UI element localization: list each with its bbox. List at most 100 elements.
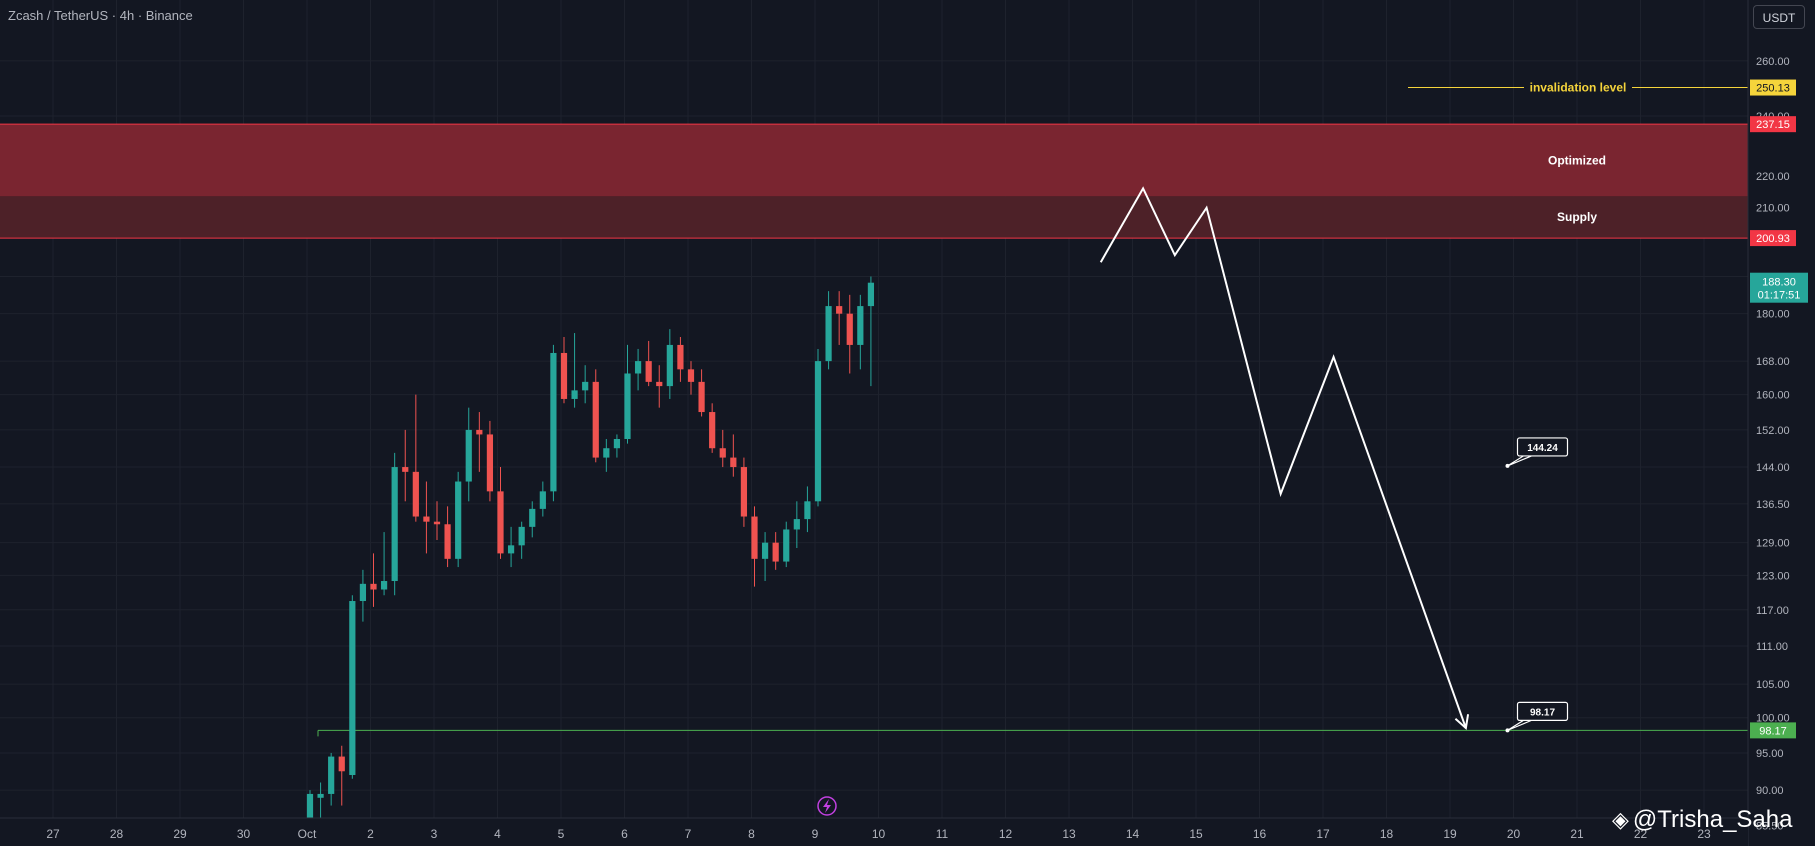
y-tick-label: 100.00	[1756, 713, 1790, 725]
candle	[804, 486, 811, 533]
y-tick-label: 144.00	[1756, 462, 1790, 474]
y-tick-label: 136.50	[1756, 499, 1790, 511]
candle-body	[836, 306, 843, 314]
candle	[465, 407, 472, 502]
candle-body	[402, 467, 409, 472]
candle-body	[486, 434, 494, 492]
candle	[709, 403, 716, 453]
candle-body	[423, 516, 430, 522]
x-tick-label: Oct	[298, 827, 317, 841]
x-tick-label: 17	[1316, 827, 1330, 841]
candle	[582, 365, 589, 404]
badge-target-bg	[1750, 722, 1796, 739]
candle	[846, 294, 853, 374]
candle-body	[465, 429, 472, 482]
candle-body	[571, 390, 578, 399]
x-tick-label: 28	[110, 827, 124, 841]
badge-target: 98.17	[1759, 725, 1787, 737]
zone-label-optimized: Optimized	[1548, 153, 1606, 167]
time-axis-panel	[0, 818, 1748, 846]
candle-body	[751, 516, 758, 559]
candle	[761, 532, 769, 582]
candle-body	[793, 519, 800, 530]
candle	[645, 340, 652, 387]
x-tick-label: 11	[936, 827, 949, 841]
candle-body	[825, 306, 832, 362]
callout-box	[1516, 437, 1569, 457]
candle-body	[529, 508, 536, 527]
candle	[836, 291, 843, 345]
projection-path	[1099, 186, 1467, 729]
x-tick-label: 23	[1697, 827, 1711, 841]
binance-logo-icon: ◈	[1612, 807, 1629, 832]
candle	[613, 434, 621, 458]
callout-144: 144.24	[1505, 437, 1569, 468]
y-tick-label: 152.00	[1756, 425, 1790, 437]
y-tick-label: 180.00	[1756, 309, 1790, 321]
x-tick-label: 9	[812, 827, 819, 841]
x-tick-label: 10	[872, 827, 886, 841]
candle-body	[476, 429, 483, 435]
x-tick-label: 3	[431, 827, 438, 841]
candle-body	[677, 344, 684, 370]
x-tick-label: 8	[748, 827, 755, 841]
x-tick-label: 21	[1570, 827, 1584, 841]
badge-invalidation: 250.13	[1756, 83, 1790, 95]
candle-body	[507, 545, 515, 554]
currency-button[interactable]: USDT	[1753, 5, 1805, 29]
candle-body	[687, 369, 695, 382]
candle-body	[359, 583, 367, 602]
candle	[719, 429, 726, 468]
current-price-countdown: 01:17:51	[1758, 290, 1801, 302]
candle-body	[634, 361, 642, 374]
y-tick-label: 111.00	[1756, 641, 1788, 653]
callout-98: 98.17	[1505, 701, 1569, 733]
symbol-title: Zcash / TetherUS · 4h · Binance	[8, 8, 193, 23]
x-tick-label: 7	[685, 827, 692, 841]
candle-body	[846, 313, 853, 345]
y-tick-label: 123.00	[1756, 570, 1790, 582]
candle	[518, 521, 525, 559]
candle-body	[709, 412, 716, 449]
watermark: ◈ @Trisha_Saha	[1612, 806, 1792, 834]
candle-body	[455, 481, 462, 559]
x-tick-label: 20	[1507, 827, 1521, 841]
candle-body	[645, 361, 652, 382]
candle-body	[761, 542, 769, 559]
candle-body	[740, 467, 748, 517]
candle	[423, 481, 430, 554]
candle	[592, 369, 599, 463]
candle-body	[603, 448, 610, 458]
candle	[317, 782, 324, 818]
y-tick-label: 168.00	[1756, 356, 1790, 368]
candle	[349, 595, 356, 779]
candle	[560, 336, 568, 404]
candle	[539, 481, 546, 517]
candle-body	[624, 373, 631, 439]
watermark-text: @Trisha_Saha	[1632, 806, 1793, 833]
candle	[497, 467, 504, 559]
x-tick-label: 2	[367, 827, 374, 841]
invalidation-label: invalidation level	[1530, 81, 1627, 95]
candle-body	[804, 501, 811, 520]
projection-arrowhead	[1454, 714, 1470, 731]
callout-box	[1516, 701, 1569, 721]
y-tick-label: 160.00	[1756, 390, 1790, 402]
candle-body	[391, 467, 398, 582]
candle	[814, 348, 822, 507]
candle	[433, 501, 441, 541]
candle	[677, 336, 684, 382]
candle-body	[539, 491, 546, 509]
y-tick-label: 260.00	[1756, 56, 1790, 68]
candle	[455, 471, 462, 568]
current-price-bg	[1750, 272, 1808, 303]
x-tick-label: 13	[1062, 827, 1076, 841]
candle	[359, 569, 367, 622]
candle	[328, 752, 335, 806]
candle-body	[497, 491, 504, 554]
candle	[338, 745, 345, 806]
candle	[740, 457, 748, 527]
candle-body	[592, 381, 599, 458]
candle	[867, 276, 875, 387]
